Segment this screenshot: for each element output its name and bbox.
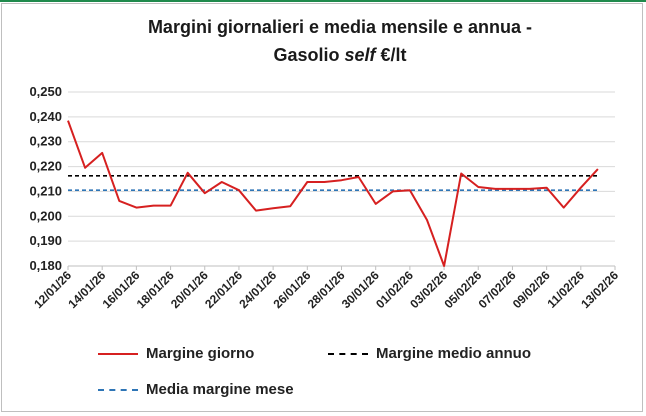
chart-area[interactable]: [1, 3, 643, 412]
x-tick-label: 13/02/26: [578, 268, 621, 311]
legend-label-monthly: Media margine mese: [146, 381, 294, 398]
y-tick-label: 0,220: [29, 159, 62, 174]
chart-title-line1: Margini giornalieri e media mensile e an…: [147, 17, 533, 37]
legend-swatch-daily: [98, 352, 138, 355]
y-tick-label: 0,180: [29, 258, 62, 273]
y-tick-label: 0,190: [29, 233, 62, 248]
legend-label-daily: Margine giorno: [146, 345, 255, 362]
series-line-margine-giorno: [67, 120, 599, 267]
legend-item-annual: Margine medio annuo: [328, 345, 531, 362]
y-tick-label: 0,250: [29, 84, 62, 99]
y-tick-label: 0,200: [29, 208, 62, 223]
legend-swatch-monthly: [98, 388, 138, 391]
window-top-border: [0, 0, 646, 2]
chart-title-line2: Gasolio self €/lt: [40, 45, 640, 66]
legend-item-daily: Margine giorno: [98, 345, 254, 362]
title-italic: self: [344, 45, 376, 65]
title-prefix: Gasolio: [273, 45, 345, 65]
title-suffix: €/lt: [375, 45, 407, 65]
legend-swatch-annual: [328, 352, 368, 355]
y-tick-label: 0,230: [29, 134, 62, 149]
legend-label-annual: Margine medio annuo: [376, 345, 532, 362]
x-tick-label: 09/02/26: [510, 268, 553, 311]
legend-item-monthly: Media margine mese: [98, 381, 294, 398]
y-tick-label: 0,240: [29, 109, 62, 124]
y-tick-label: 0,210: [29, 183, 62, 198]
